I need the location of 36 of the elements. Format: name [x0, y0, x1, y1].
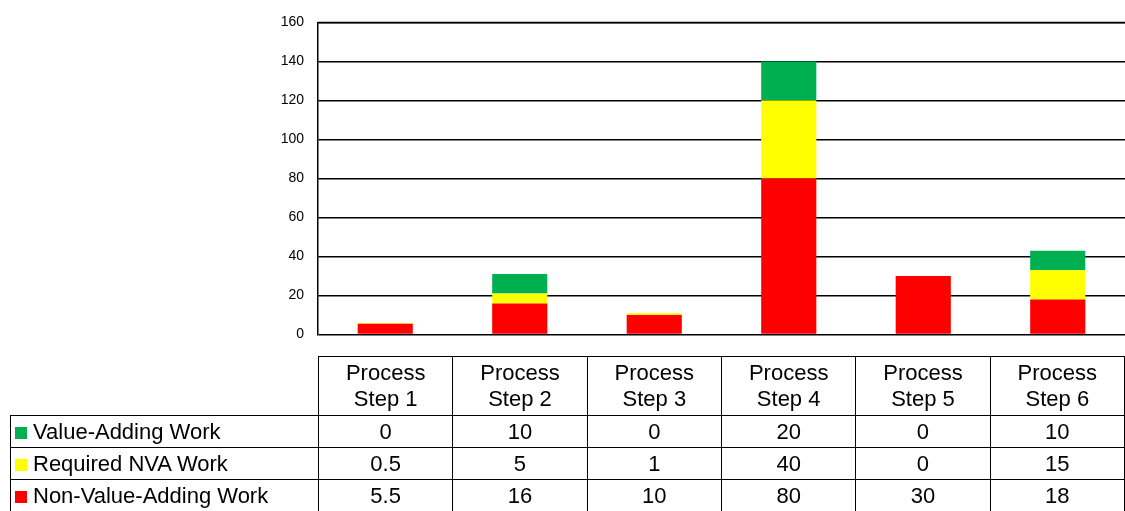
y-tick-label: 100 — [280, 130, 305, 147]
data-label: 1 — [587, 447, 722, 480]
data-label: 5.5 — [318, 479, 453, 511]
x-tick-label: Process Step 3 — [614, 360, 695, 411]
data-label: 0 — [318, 415, 453, 448]
y-tick-label: 0 — [296, 325, 305, 342]
y-tick-label: 120 — [280, 91, 305, 108]
x-tick-label: Process Step 1 — [345, 360, 426, 411]
data-label: 10 — [452, 415, 588, 448]
y-tick-label: 20 — [288, 286, 305, 303]
data-label: 0 — [855, 447, 991, 480]
data-label: 0 — [587, 415, 722, 448]
y-tick-label: 40 — [288, 247, 305, 264]
data-label: 0.5 — [318, 447, 453, 480]
data-label: 20 — [721, 415, 856, 448]
legend-label: Value-Adding Work — [33, 418, 221, 444]
x-tick-label: Process Step 5 — [883, 360, 963, 411]
data-label: 5 — [452, 447, 588, 480]
data-label: 0 — [855, 415, 991, 448]
data-label: 18 — [990, 479, 1125, 511]
data-label: 16 — [452, 479, 588, 511]
data-label: 80 — [721, 479, 856, 511]
x-tick-label: Process Step 4 — [748, 360, 829, 411]
y-tick-label: 160 — [280, 13, 305, 30]
y-tick-label: 60 — [288, 208, 305, 225]
data-label: 40 — [721, 447, 856, 480]
data-label: 10 — [990, 415, 1125, 448]
y-tick-label: 140 — [280, 52, 305, 69]
data-label: 15 — [990, 447, 1125, 480]
data-label: 10 — [587, 479, 722, 511]
legend-label: Non-Value-Adding Work — [33, 482, 269, 508]
data-label: 30 — [855, 479, 991, 511]
legend-label: Required NVA Work — [33, 450, 228, 476]
x-tick-label: Process Step 2 — [480, 360, 560, 411]
y-tick-label: 80 — [288, 169, 305, 186]
x-tick-label: Process Step 6 — [1017, 360, 1098, 411]
